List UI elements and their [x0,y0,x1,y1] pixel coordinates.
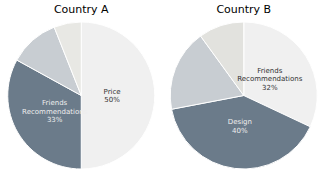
slices [8,22,155,169]
pie-slice [172,96,311,170]
slice-labels: Price50% FriendsRecommendations33% [22,88,121,124]
slice-labels: FriendsRecommendations32% Design40% [228,67,303,135]
slice-category: FriendsRecommendations [237,67,303,83]
pie-slice [54,22,81,96]
data-label: 33% [47,116,63,124]
data-label: 50% [104,96,120,104]
chart-root: Country APrice50%FriendsRecommendations3… [0,0,325,171]
pie-slice [81,22,155,169]
slices [170,22,317,169]
slice-category: FriendsRecommendations [22,99,88,115]
data-label: 32% [262,84,278,92]
chart-title: Country B [216,3,271,16]
data-label: 40% [232,127,248,135]
slice-category: Price [104,88,121,96]
chart-title: Country A [54,3,109,16]
pie-slice [201,22,244,96]
slice-category: Design [228,118,252,126]
pie-panel: Country A Price50% FriendsRecommendations3… [8,3,155,169]
pie-panel: Country B FriendsRecommendations32% Design… [170,3,317,169]
